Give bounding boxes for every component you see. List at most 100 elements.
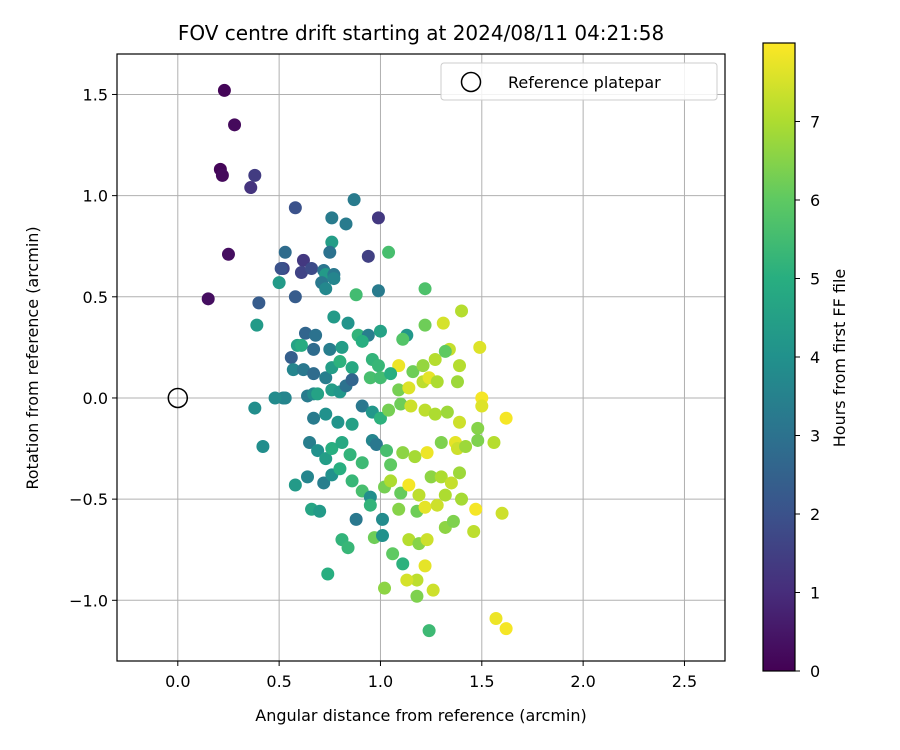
scatter-point bbox=[418, 500, 432, 514]
scatter-point bbox=[396, 332, 410, 346]
scatter-point bbox=[355, 334, 369, 348]
scatter-point bbox=[453, 415, 467, 429]
scatter-point bbox=[373, 324, 387, 338]
y-axis-label: Rotation from reference (arcmin) bbox=[23, 226, 42, 489]
scatter-point bbox=[250, 318, 264, 332]
scatter-point bbox=[363, 371, 377, 385]
scatter-point bbox=[420, 533, 434, 547]
scatter-points bbox=[201, 83, 513, 638]
x-axis-label: Angular distance from reference (arcmin) bbox=[255, 706, 586, 725]
y-tick-label: −1.0 bbox=[69, 591, 108, 610]
scatter-point bbox=[301, 470, 315, 484]
scatter-point bbox=[402, 533, 416, 547]
scatter-point bbox=[436, 316, 450, 330]
scatter-point bbox=[361, 249, 375, 263]
scatter-point bbox=[298, 326, 312, 340]
scatter-point bbox=[375, 529, 389, 543]
y-tick-label: 1.5 bbox=[83, 85, 108, 104]
scatter-point bbox=[418, 282, 432, 296]
scatter-point bbox=[471, 433, 485, 447]
scatter-point bbox=[355, 399, 369, 413]
scatter-point bbox=[475, 399, 489, 413]
colorbar-tick-label: 2 bbox=[810, 505, 820, 524]
scatter-point bbox=[373, 411, 387, 425]
scatter-point bbox=[319, 282, 333, 296]
x-tick-label: 1.5 bbox=[469, 672, 494, 691]
scatter-point bbox=[402, 478, 416, 492]
scatter-point bbox=[278, 391, 292, 405]
reference-platepar-marker bbox=[167, 387, 189, 409]
scatter-point bbox=[371, 284, 385, 298]
scatter-point bbox=[384, 367, 398, 381]
scatter-point bbox=[406, 365, 420, 379]
scatter-point bbox=[341, 541, 355, 555]
scatter-point bbox=[335, 340, 349, 354]
x-axis-ticks: 0.0 0.5 1.0 1.5 2.0 2.5 bbox=[165, 661, 697, 691]
colorbar-gradient bbox=[762, 42, 796, 672]
scatter-point bbox=[256, 440, 270, 454]
scatter-point bbox=[317, 476, 331, 490]
scatter-point bbox=[252, 296, 266, 310]
scatter-point bbox=[467, 525, 481, 539]
scatter-point bbox=[394, 397, 408, 411]
scatter-point bbox=[288, 290, 302, 304]
scatter-point bbox=[489, 612, 503, 626]
scatter-point bbox=[325, 211, 339, 225]
scatter-point bbox=[363, 498, 377, 512]
scatter-point bbox=[394, 486, 408, 500]
y-tick-label: 0.0 bbox=[83, 389, 108, 408]
colorbar: 0 1 2 3 4 5 6 7 Hours from first FF file bbox=[762, 42, 849, 681]
scatter-point bbox=[309, 328, 323, 342]
scatter-point bbox=[307, 367, 321, 381]
scatter-point bbox=[307, 411, 321, 425]
scatter-point bbox=[418, 403, 432, 417]
scatter-point bbox=[426, 583, 440, 597]
scatter-point bbox=[410, 573, 424, 587]
scatter-point bbox=[371, 211, 385, 225]
scatter-point bbox=[446, 514, 460, 528]
scatter-point bbox=[333, 355, 347, 369]
scatter-point bbox=[296, 363, 310, 377]
y-tick-label: 1.0 bbox=[83, 187, 108, 206]
scatter-point bbox=[345, 373, 359, 387]
scatter-point bbox=[416, 359, 430, 373]
scatter-point bbox=[201, 292, 215, 306]
scatter-point bbox=[274, 261, 288, 275]
scatter-point bbox=[382, 403, 396, 417]
scatter-point bbox=[294, 338, 308, 352]
scatter-point bbox=[453, 466, 467, 480]
scatter-point bbox=[428, 407, 442, 421]
scatter-point bbox=[438, 344, 452, 358]
scatter-point bbox=[418, 559, 432, 573]
scatter-point bbox=[343, 448, 357, 462]
scatter-point bbox=[311, 387, 325, 401]
scatter-point bbox=[248, 401, 262, 415]
scatter-point bbox=[321, 567, 335, 581]
scatter-point bbox=[294, 266, 308, 280]
scatter-point bbox=[345, 474, 359, 488]
x-tick-label: 1.0 bbox=[368, 672, 393, 691]
scatter-point bbox=[327, 310, 341, 324]
scatter-point bbox=[430, 375, 444, 389]
x-tick-label: 0.5 bbox=[266, 672, 291, 691]
scatter-point bbox=[296, 253, 310, 267]
chart-title: FOV centre drift starting at 2024/08/11 … bbox=[178, 21, 664, 45]
y-tick-label: 0.5 bbox=[83, 288, 108, 307]
scatter-point bbox=[440, 405, 454, 419]
legend: Reference platepar bbox=[440, 62, 718, 101]
legend-entry-reference-platepar: Reference platepar bbox=[508, 73, 661, 92]
scatter-point bbox=[319, 407, 333, 421]
scatter-point bbox=[355, 456, 369, 470]
scatter-point bbox=[396, 557, 410, 571]
scatter-point bbox=[325, 442, 339, 456]
scatter-point bbox=[278, 245, 292, 259]
scatter-point bbox=[380, 444, 394, 458]
legend-marker-icon bbox=[460, 71, 482, 93]
colorbar-tick-label: 6 bbox=[810, 191, 820, 210]
scatter-point bbox=[487, 435, 501, 449]
scatter-point bbox=[244, 181, 258, 195]
scatter-point bbox=[384, 458, 398, 472]
scatter-point bbox=[272, 276, 286, 290]
scatter-point bbox=[331, 415, 345, 429]
